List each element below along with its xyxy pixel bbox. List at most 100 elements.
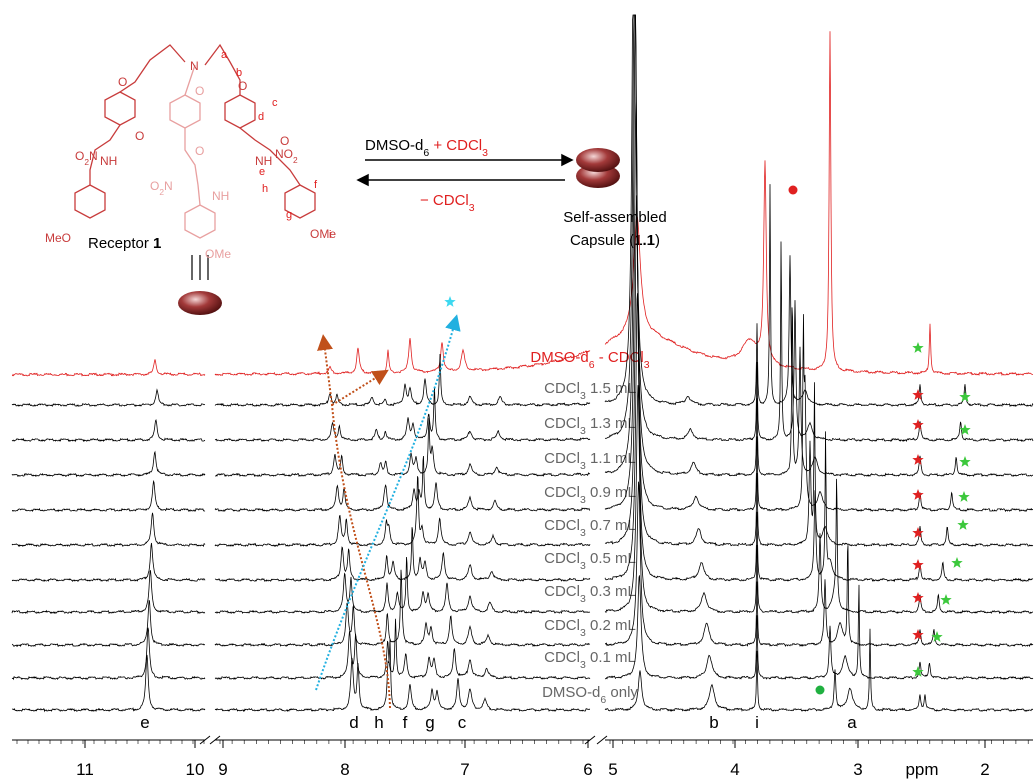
label-part: O xyxy=(195,84,204,98)
label: O xyxy=(195,144,204,158)
atom-letter: c xyxy=(272,97,278,109)
peak-letter: e xyxy=(140,713,149,732)
label-part: Receptor xyxy=(88,235,153,252)
label-part: O xyxy=(280,134,289,148)
label-part: 1 xyxy=(153,235,161,252)
spectrum-trace xyxy=(11,575,1034,681)
label: OMe xyxy=(205,247,231,261)
spectrum-label: CDCl3 0.3 mL xyxy=(544,583,636,605)
tick-label: 4 xyxy=(730,760,739,779)
label-part: CDCl xyxy=(544,415,580,432)
spectrum-label: CDCl3 1.5 mL xyxy=(544,380,636,402)
label: O xyxy=(238,79,247,93)
atom-letter: a xyxy=(221,49,228,61)
label-part: 1.3 mL xyxy=(586,415,636,432)
label: NH xyxy=(212,189,229,203)
label: OMe xyxy=(310,227,336,241)
label: N xyxy=(190,59,199,73)
axis-unit: ppm xyxy=(905,760,938,779)
spectrum-trace xyxy=(12,96,1033,513)
label-part: N xyxy=(190,59,199,73)
label-part: CDCl xyxy=(544,617,580,634)
spectrum-label: CDCl3 0.2 mL xyxy=(544,617,636,639)
star-marker xyxy=(912,666,924,677)
label-part: DMSO-d xyxy=(530,349,588,366)
label-part: 3 xyxy=(580,593,586,605)
star-marker xyxy=(912,389,924,400)
atom-letter: h xyxy=(262,183,268,195)
star-marker xyxy=(912,419,924,430)
forward-label: DMSO-d6 + CDCl3 xyxy=(365,137,488,159)
tick-label: 6 xyxy=(583,760,592,779)
structure xyxy=(74,43,316,239)
label-part: NH xyxy=(100,154,117,168)
label-part: CDCl xyxy=(544,649,580,666)
star-marker xyxy=(959,424,971,435)
equilibrium-arrows xyxy=(356,153,574,187)
star-marker xyxy=(958,491,970,502)
star-marker xyxy=(444,296,456,307)
label: NH xyxy=(100,154,117,168)
spectrum-trace xyxy=(11,31,1033,377)
label-part: only xyxy=(606,684,638,701)
tick-label: 10 xyxy=(186,760,205,779)
capsule-label: Self-assembled xyxy=(563,209,666,226)
label-part: 0.2 mL xyxy=(586,617,636,634)
label-part: NO xyxy=(275,147,293,161)
spectrum-label: CDCl3 0.9 mL xyxy=(544,484,636,506)
peak-letter: i xyxy=(755,713,759,732)
label-part: CDCl xyxy=(544,583,580,600)
spectrum-trace xyxy=(11,14,1034,443)
label-part: 6 xyxy=(589,359,595,371)
tick-label: 2 xyxy=(980,760,989,779)
spectrum-label: DMSO-d6 only xyxy=(542,684,638,706)
label-part: 3 xyxy=(580,494,586,506)
label-part: + CDCl xyxy=(429,137,482,154)
peak-letter: a xyxy=(847,713,857,732)
label-part: O xyxy=(238,79,247,93)
label-part: 3 xyxy=(580,560,586,572)
spectrum-label: CDCl3 1.1 mL xyxy=(544,450,636,472)
spectrum-trace xyxy=(11,293,1034,583)
spectrum-trace xyxy=(11,481,1034,648)
atom-letter: b xyxy=(236,67,242,79)
star-marker xyxy=(957,519,969,530)
spectrum-trace xyxy=(11,385,1033,615)
capsule-label: Capsule (1.1) xyxy=(570,232,660,249)
trend-line xyxy=(315,314,461,691)
label-part: OMe xyxy=(310,227,336,241)
label-part: 0.9 mL xyxy=(586,484,636,501)
label-part: 3 xyxy=(580,390,586,402)
label-part: 3 xyxy=(482,147,488,159)
equivalence xyxy=(191,255,209,280)
spectrum-label: CDCl3 0.5 mL xyxy=(544,550,636,572)
label-part: CDCl xyxy=(544,550,580,567)
star-marker xyxy=(940,594,952,605)
label-part: 3 xyxy=(580,527,586,539)
label-part: CDCl xyxy=(544,517,580,534)
star-marker xyxy=(931,631,943,642)
label-part: Capsule ( xyxy=(570,232,634,249)
atom-letter: g xyxy=(286,209,292,221)
spectrum-label: CDCl3 0.1 mL xyxy=(544,649,636,671)
label-part: O xyxy=(150,179,159,193)
label-part: 3 xyxy=(469,202,475,214)
spectrum-label: DMSO-d6 - CDCl3 xyxy=(530,349,649,371)
tick-label: 3 xyxy=(853,760,862,779)
label: O2N xyxy=(75,149,98,167)
spectrum-trace xyxy=(11,195,1034,548)
label: NO2 xyxy=(275,147,298,165)
label: − CDCl3 xyxy=(420,192,475,214)
label-part: 2 xyxy=(293,155,298,165)
label: NH xyxy=(255,154,272,168)
label-part: CDCl xyxy=(544,484,580,501)
label: O xyxy=(195,84,204,98)
star-marker xyxy=(951,557,963,568)
label-part: 3 xyxy=(580,425,586,437)
star-marker xyxy=(912,559,924,570)
label-part: O xyxy=(118,75,127,89)
label: MeO xyxy=(45,231,71,245)
star-marker xyxy=(912,629,924,640)
label-part: CDCl xyxy=(544,450,580,467)
label-part: 3 xyxy=(580,659,586,671)
